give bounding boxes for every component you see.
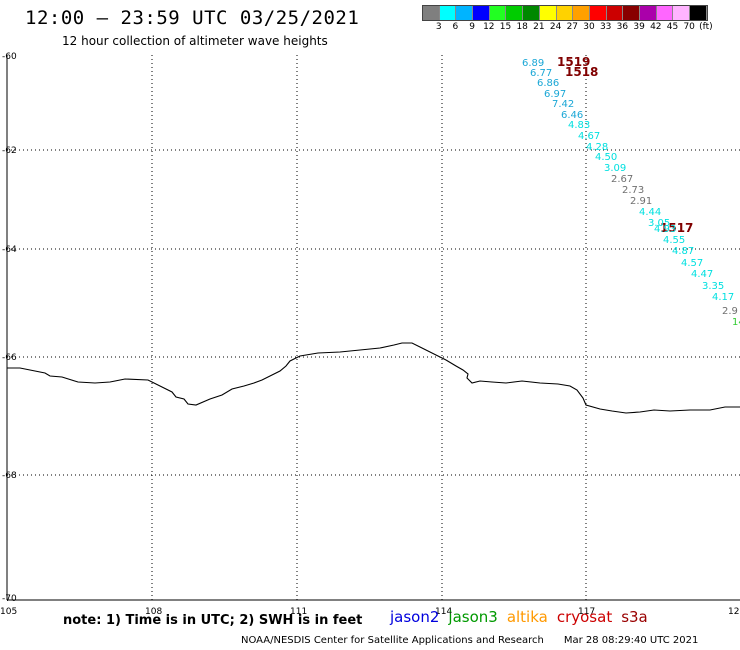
color-scale-label: 70 [683,22,695,32]
pass-id-label: 1518 [565,65,598,79]
color-swatch [639,6,657,20]
swh-value-label: 14 [732,317,740,328]
color-scale-bar [422,5,708,21]
legend-s3a: s3a [621,608,648,626]
lat-label: -70 [2,594,17,604]
color-scale-label: 18 [516,22,528,32]
swh-value-label: 6.46 [561,110,583,121]
color-scale-label: (ft) [699,22,713,32]
graticule [7,55,740,600]
pass-id-label: 1519 [557,55,590,69]
pass-labels: 1519 1518 1517 [557,55,693,235]
latitude-labels: -60 -62 -64 -66 -68 -70 [2,52,17,604]
swh-value-label: 2.91 [630,196,652,207]
color-swatch [690,6,707,20]
color-swatch [623,6,640,20]
swh-value-label: 4.28 [586,142,608,153]
swh-value-label: 3.09 [604,163,626,174]
color-swatch [473,6,490,20]
color-swatch [606,6,624,20]
color-swatch [656,6,674,20]
page-title: 12:00 – 23:59 UTC 03/25/2021 [25,7,360,29]
wave-height-values: 6.896.776.866.977.426.464.834.674.284.50… [522,58,740,328]
swh-value-label: 4.87 [672,246,694,257]
swh-value-label: 2.73 [622,185,644,196]
lat-label: -60 [2,52,17,62]
color-scale-label: 30 [583,22,595,32]
color-swatch [539,6,557,20]
longitude-labels: 105 108 111 114 117 120 [0,607,740,617]
color-scale-label: 45 [666,22,679,32]
footer-note: note: 1) Time is in UTC; 2) SWH is in fe… [63,613,363,628]
color-scale-label: 21 [533,22,545,32]
generated-timestamp: Mar 28 08:29:40 UTC 2021 [563,635,699,646]
swh-value-label: 4.57 [681,258,703,269]
swh-value-label: 4.55 [663,235,685,246]
swh-value-label: 4.47 [691,269,713,280]
lon-label: 120 [728,607,740,617]
color-scale-label: 27 [566,22,579,32]
lon-label: 117 [578,607,595,617]
color-scale-label: 24 [549,22,562,32]
swh-value-label: 6.89 [522,58,544,69]
lat-label: -64 [2,245,17,255]
swh-value-label: 4.83 [568,120,590,131]
color-swatch [573,6,590,20]
swh-value-label: 6.97 [544,89,566,100]
color-scale-label: 6 [452,22,459,32]
swh-value-label: 2.67 [611,174,633,185]
swh-value-label: 2.9 [722,306,738,317]
lat-label: -66 [2,353,17,363]
lon-label: 105 [0,607,17,617]
swh-value-label: 3.35 [702,281,724,292]
legend-jason3: jason3 [448,608,498,626]
color-swatch [439,6,457,20]
lon-label: 114 [435,607,452,617]
swh-value-label: 7.42 [552,99,574,110]
color-scale-label: 33 [599,22,612,32]
color-swatch [423,6,440,20]
color-scale-label: 39 [633,22,645,32]
swh-value-label: 6.77 [530,68,552,79]
color-swatch [523,6,540,20]
color-swatch [589,6,607,20]
antarctic-coastline [7,342,740,414]
lat-label: -62 [2,146,17,156]
lat-label: -68 [2,471,17,481]
swh-value-label: 4.17 [712,292,734,303]
map-frame [6,55,740,601]
color-scale-label: 15 [499,22,512,32]
color-scale-label: 12 [483,22,495,32]
pass-id-label: 1517 [660,221,693,235]
color-swatch [456,6,474,20]
swh-value-label: 3.05 [648,218,670,229]
color-scale-label: 36 [616,22,629,32]
swh-value-label: 4.44 [639,207,661,218]
swh-value-label: 6.86 [537,78,559,89]
color-scale-label: 9 [469,22,475,32]
legend-jason2: jason2 [390,608,440,626]
color-scale-label: 42 [650,22,662,32]
color-scale-labels: 3 6 9 12 15 18 21 24 27 30 33 36 39 42 45 70 (ft) [422,22,740,34]
credit-text: NOAA/NESDIS Center for Satellite Applica… [241,635,544,646]
page-subtitle: 12 hour collection of altimeter wave hei… [62,34,328,48]
satellite-legend: jason2 jason3 altika cryosat s3a [390,608,657,626]
credit-line: NOAA/NESDIS Center for Satellite Applica… [241,635,698,646]
legend-altika: altika [506,608,548,626]
color-swatch [556,6,574,20]
swh-value-label: 4.93 [654,224,676,235]
legend-cryosat: cryosat [556,608,613,626]
lon-label: 108 [145,607,162,617]
color-scale-label: 3 [435,22,442,32]
swh-value-label: 4.67 [578,131,600,142]
color-swatch [673,6,690,20]
color-swatch [506,6,524,20]
swh-value-label: 4.50 [595,152,617,163]
color-swatch [489,6,507,20]
lon-label: 111 [290,607,307,617]
